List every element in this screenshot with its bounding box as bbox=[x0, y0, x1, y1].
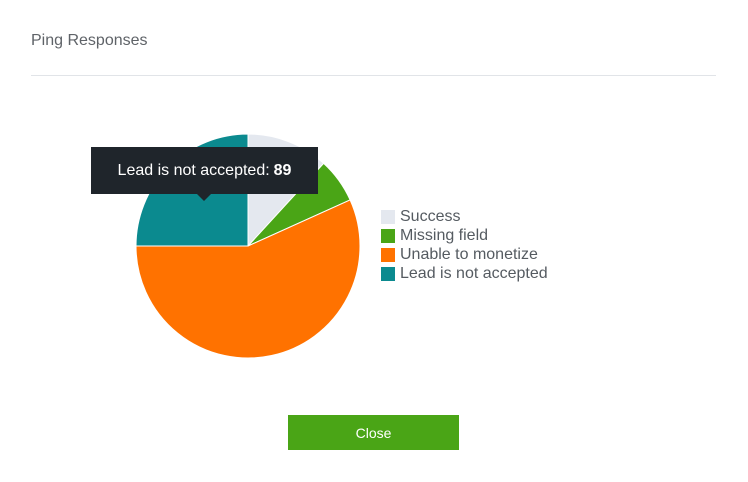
legend-swatch bbox=[381, 247, 395, 262]
tooltip-arrow bbox=[197, 194, 211, 201]
legend-label: Success bbox=[400, 208, 461, 225]
title-divider bbox=[31, 75, 716, 76]
close-button[interactable]: Close bbox=[288, 415, 459, 450]
chart-legend: Success Missing field Unable to monetize Le… bbox=[381, 207, 548, 283]
legend-item[interactable]: Missing field bbox=[381, 226, 548, 245]
legend-item[interactable]: Success bbox=[381, 207, 548, 226]
legend-label: Missing field bbox=[400, 227, 489, 244]
legend-swatch bbox=[381, 266, 395, 281]
legend-label: Lead is not accepted bbox=[400, 265, 548, 282]
legend-item[interactable]: Unable to monetize bbox=[381, 245, 548, 264]
modal-title: Ping Responses bbox=[31, 32, 148, 49]
tooltip-value: 89 bbox=[273, 161, 292, 179]
chart-tooltip: Lead is not accepted: 89 bbox=[91, 147, 318, 194]
tooltip-label: Lead is not accepted: bbox=[117, 161, 270, 179]
pie-slice-unable-to-monetize[interactable] bbox=[135, 199, 361, 359]
legend-item[interactable]: Lead is not accepted bbox=[381, 264, 548, 283]
legend-label: Unable to monetize bbox=[400, 246, 538, 263]
legend-swatch bbox=[381, 228, 395, 243]
legend-swatch bbox=[381, 209, 395, 224]
